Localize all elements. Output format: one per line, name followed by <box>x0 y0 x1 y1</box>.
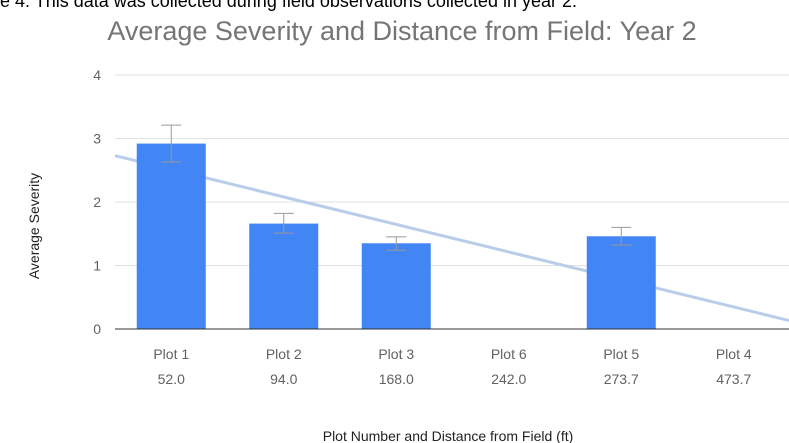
x-tick-label-distance: 94.0 <box>270 371 297 387</box>
y-tick-label: 1 <box>93 258 101 274</box>
grid <box>115 74 789 266</box>
bar <box>586 236 656 329</box>
x-axis-title: Plot Number and Distance from Field (ft) <box>323 428 574 443</box>
bar <box>361 243 431 329</box>
y-tick-label: 3 <box>93 131 101 147</box>
x-tick-label-plot: Plot 5 <box>603 346 639 362</box>
x-tick-label-distance: 242.0 <box>491 371 526 387</box>
trendline-layer <box>114 154 789 323</box>
figure-caption-fragment: e 4: This data was collected during fiel… <box>0 0 577 11</box>
x-tick-label-distance: 473.7 <box>716 371 751 387</box>
x-axis-ticks: Plot 1 52.0 Plot 2 94.0 Plot 3 168.0 Plot 6 242… <box>153 346 752 387</box>
x-tick-label-distance: 273.7 <box>604 371 639 387</box>
chart-title: Average Severity and Distance from Field… <box>107 16 696 46</box>
bar <box>136 143 206 329</box>
y-tick-label: 2 <box>93 194 101 210</box>
bar <box>249 223 319 329</box>
y-tick-label: 0 <box>93 321 101 337</box>
x-tick-label-distance: 168.0 <box>379 371 414 387</box>
x-tick-label-plot: Plot 3 <box>378 346 414 362</box>
x-tick-label-distance: 52.0 <box>158 371 185 387</box>
trendline <box>114 154 789 323</box>
y-axis-ticks: 0 1 2 3 4 <box>93 67 101 337</box>
bars <box>136 143 656 329</box>
x-tick-label-plot: Plot 2 <box>266 346 302 362</box>
x-tick-label-plot: Plot 4 <box>716 346 752 362</box>
y-tick-label: 4 <box>93 67 101 83</box>
error-bars <box>161 124 632 251</box>
x-tick-label-plot: Plot 6 <box>491 346 527 362</box>
x-tick-label-plot: Plot 1 <box>153 346 189 362</box>
y-axis-title: Average Severity <box>26 173 42 279</box>
